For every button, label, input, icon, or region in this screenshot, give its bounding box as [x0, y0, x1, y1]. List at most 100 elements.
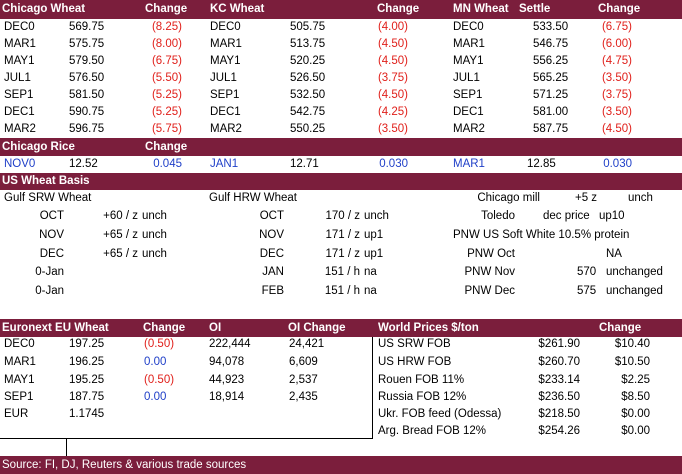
origin: Rouen FOB 11% [378, 374, 465, 386]
contract: MAR2 [4, 123, 36, 135]
euronext-oi-change-header: OI Change [288, 322, 346, 334]
change: (8.00) [151, 38, 182, 50]
change: (4.50) [377, 38, 408, 50]
change: $10.50 [614, 356, 650, 368]
contract: MAR1 [453, 38, 485, 50]
change: (5.25) [151, 106, 182, 118]
change: (3.50) [601, 106, 632, 118]
price: 520.25 [290, 55, 326, 67]
mn-settle-header: Settle [519, 3, 551, 15]
location: PNW Dec [464, 285, 515, 297]
basis-title: US Wheat Basis [2, 175, 90, 187]
world-prices-bottom-border [0, 438, 373, 439]
futures-header: Chicago Wheat Change KC Wheat Change MN … [0, 0, 682, 19]
basis: +65 / z [103, 248, 138, 260]
chicago-wheat-header: Chicago Wheat [2, 3, 86, 15]
change: up10 [599, 210, 625, 222]
change: 0.030 [603, 158, 632, 170]
contract: DEC1 [453, 106, 484, 118]
basis-header: US Wheat Basis [0, 173, 682, 190]
change: (4.50) [377, 89, 408, 101]
location: Chicago mill [477, 192, 540, 204]
price: 526.50 [290, 72, 326, 84]
price: 532.50 [290, 89, 326, 101]
change: (5.25) [151, 89, 182, 101]
price: 571.25 [533, 89, 569, 101]
change: (0.50) [144, 338, 175, 350]
basis: 170 / z [325, 210, 360, 222]
month: OCT [39, 210, 64, 222]
price: 581.50 [69, 89, 105, 101]
contract: MAR1 [4, 38, 36, 50]
change: unch [364, 210, 389, 222]
contract: MAY1 [453, 55, 484, 67]
contract: SEP1 [210, 89, 240, 101]
price: 579.50 [69, 55, 105, 67]
month: NOV [39, 229, 64, 241]
change: NA [606, 248, 622, 260]
mn-wheat-header: MN Wheat [453, 3, 509, 15]
rice-title: Chicago Rice [2, 141, 75, 153]
price: $236.50 [538, 391, 580, 403]
contract: MAR1 [4, 356, 36, 368]
change: 0.00 [144, 356, 167, 368]
euronext-change-header: Change [143, 322, 186, 334]
price: 569.75 [69, 21, 105, 33]
euronext-world-header: Euronext EU Wheat Change OI OI Change Wo… [0, 319, 682, 337]
oi-change: 2,435 [289, 391, 318, 403]
contract: MAR1 [453, 158, 485, 170]
basis: dec price [543, 210, 590, 222]
euronext-oi-header: OI [209, 322, 222, 334]
contract: MAY1 [4, 55, 35, 67]
change: unchanged [606, 285, 663, 297]
month: 0-Jan [35, 285, 64, 297]
price: 587.75 [533, 123, 569, 135]
price: 12.85 [527, 158, 556, 170]
price: 581.00 [533, 106, 569, 118]
change: $2.25 [621, 374, 650, 386]
price: 590.75 [69, 106, 105, 118]
location: Toledo [481, 210, 515, 222]
price: 196.25 [69, 356, 105, 368]
contract: MAR2 [210, 123, 242, 135]
change: $8.50 [621, 391, 650, 403]
change: unch [628, 192, 653, 204]
change: (4.00) [377, 21, 408, 33]
euronext-title: Euronext EU Wheat [2, 322, 109, 334]
basis: +5 z [575, 192, 598, 204]
gulf-hrw-title: Gulf HRW Wheat [209, 192, 297, 204]
kc-wheat-header: KC Wheat [210, 3, 265, 15]
price: 12.52 [69, 158, 98, 170]
change: $0.00 [621, 408, 650, 420]
price: 513.75 [290, 38, 326, 50]
change: unch [142, 210, 167, 222]
change: (4.75) [601, 55, 632, 67]
contract: SEP1 [453, 89, 483, 101]
month: JAN [262, 266, 284, 278]
oi-change: 24,421 [289, 338, 325, 350]
change: (6.75) [151, 55, 182, 67]
month: DEC [259, 248, 284, 260]
basis: +65 / z [103, 229, 138, 241]
change: (6.00) [601, 38, 632, 50]
price: 542.75 [290, 106, 326, 118]
origin: US HRW FOB [378, 356, 452, 368]
price: 576.50 [69, 72, 105, 84]
open-interest: 94,078 [209, 356, 245, 368]
change: $0.00 [621, 425, 650, 437]
price: 505.75 [290, 21, 326, 33]
change: 0.045 [153, 158, 182, 170]
location: PNW US Soft White 10.5% protein [453, 229, 630, 241]
contract: DEC1 [4, 106, 35, 118]
contract: MAR2 [453, 123, 485, 135]
world-prices-title: World Prices $/ton [378, 322, 479, 334]
source-text: Source: FI, DJ, Reuters & various trade … [2, 459, 247, 471]
open-interest: 44,923 [209, 374, 245, 386]
origin: US SRW FOB [378, 338, 451, 350]
change: (3.75) [601, 89, 632, 101]
change: (6.75) [601, 21, 632, 33]
price: 546.75 [533, 38, 569, 50]
change: unchanged [606, 266, 663, 278]
change: unch [142, 248, 167, 260]
open-interest: 222,444 [209, 338, 251, 350]
